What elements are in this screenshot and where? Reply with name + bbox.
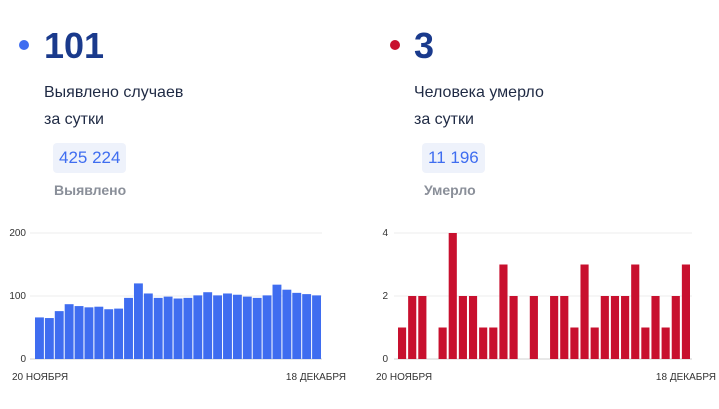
bar: [312, 295, 321, 359]
x-start-label: 20 НОЯБРЯ: [376, 372, 432, 383]
bar: [84, 307, 94, 359]
bar: [681, 264, 690, 359]
deaths-total-value: 11 196: [422, 143, 485, 173]
bar: [302, 294, 312, 359]
deaths-bar-chart: 0 2 4 20 НОЯБРЯ 18 ДЕКАБРЯ: [376, 228, 716, 383]
bar: [173, 298, 183, 359]
bar: [124, 297, 133, 359]
bar: [292, 292, 302, 359]
bar: [408, 296, 417, 359]
bar: [223, 293, 232, 359]
bar: [104, 309, 114, 359]
bar: [489, 327, 498, 359]
bar: [509, 296, 518, 359]
bar: [262, 295, 272, 359]
bar: [580, 264, 589, 359]
x-start-label: 20 НОЯБРЯ: [12, 372, 68, 383]
bar: [35, 317, 44, 359]
bar: [64, 304, 74, 359]
y-tick-label: 200: [9, 228, 26, 239]
y-tick-label: 100: [9, 291, 26, 302]
bar: [242, 296, 252, 359]
bar: [499, 264, 508, 359]
bar: [203, 292, 213, 359]
y-tick-label: 0: [382, 354, 388, 365]
x-end-label: 18 ДЕКАБРЯ: [656, 372, 716, 383]
bar: [114, 308, 124, 359]
bar: [641, 327, 650, 359]
bar: [458, 296, 467, 359]
bar: [570, 327, 579, 359]
bar: [54, 311, 64, 359]
bar: [143, 293, 153, 359]
bar: [479, 327, 488, 359]
y-tick-label: 0: [20, 354, 26, 365]
bar: [282, 289, 292, 359]
bar: [44, 318, 54, 359]
y-tick-label: 4: [382, 228, 388, 239]
x-end-label: 18 ДЕКАБРЯ: [286, 372, 346, 383]
bar: [550, 296, 559, 359]
cases-panel: 101 Выявлено случаев за сутки 425 224 Вы…: [0, 0, 350, 409]
bar: [252, 297, 262, 359]
bar: [621, 296, 630, 359]
deaths-daily-number: 3: [414, 25, 435, 66]
cases-total-label: Выявлено: [54, 182, 127, 198]
bar: [183, 297, 193, 359]
bar: [133, 283, 143, 359]
bar: [398, 327, 407, 359]
cases-dot-icon: [19, 40, 29, 50]
bar: [438, 327, 447, 359]
bar: [651, 296, 660, 359]
y-tick-label: 2: [382, 291, 388, 302]
cases-caption-line1: Выявлено случаев: [44, 84, 184, 101]
bar: [529, 296, 538, 359]
cases-caption: Выявлено случаев за сутки: [44, 79, 183, 133]
cases-daily-number: 101: [44, 25, 105, 66]
deaths-caption: Человека умерло за сутки: [414, 79, 544, 133]
bar: [468, 296, 478, 359]
bar: [418, 296, 427, 359]
bar: [590, 327, 599, 359]
bar: [193, 295, 203, 359]
bar: [94, 306, 104, 359]
cases-caption-line2: за сутки: [44, 111, 104, 128]
bar: [560, 296, 569, 359]
deaths-caption-line2: за сутки: [414, 111, 474, 128]
bar: [661, 327, 670, 359]
bar: [600, 296, 609, 359]
deaths-caption-line1: Человека умерло: [414, 84, 544, 101]
bar: [448, 233, 457, 359]
bar: [232, 294, 242, 359]
deaths-dot-icon: [390, 40, 400, 50]
bar: [213, 295, 223, 359]
bar: [610, 296, 620, 359]
cases-total-value: 425 224: [53, 143, 127, 173]
bar: [74, 306, 84, 359]
bar: [163, 296, 173, 359]
deaths-panel: 3 Человека умерло за сутки 11 196 Умерло…: [368, 0, 718, 409]
deaths-total-label: Умерло: [424, 182, 476, 198]
cases-bar-chart: 0 100 200 20 НОЯБРЯ 18 ДЕКАБРЯ: [9, 228, 346, 383]
bar: [272, 284, 282, 359]
bar: [671, 296, 680, 359]
bar: [631, 264, 640, 359]
bar: [153, 297, 163, 359]
